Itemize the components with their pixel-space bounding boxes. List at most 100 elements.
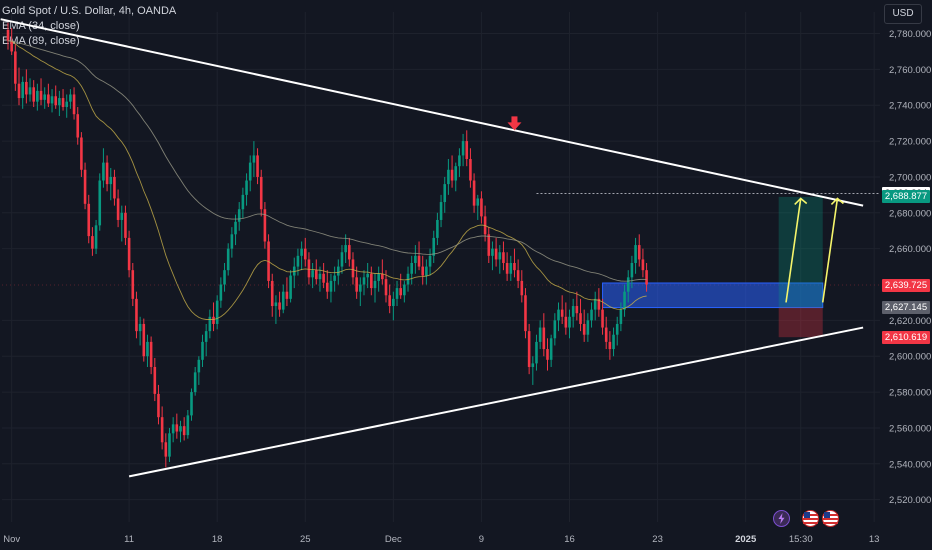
- us-flag-icon[interactable]: [802, 510, 819, 527]
- candle-body: [586, 320, 590, 335]
- candle-body: [314, 270, 318, 280]
- candle-body: [190, 392, 193, 416]
- candle-body: [263, 209, 267, 242]
- candle-body: [241, 194, 245, 210]
- y-tick-label: 2,760.000: [889, 65, 931, 76]
- candle-body: [14, 51, 17, 84]
- candle-body: [359, 284, 362, 292]
- candle-body: [146, 341, 149, 357]
- candle-body: [157, 393, 160, 418]
- candle-body: [179, 426, 182, 432]
- candle-body: [384, 279, 388, 296]
- candle-body: [498, 252, 502, 260]
- candle-body: [645, 270, 648, 285]
- candle-body: [120, 212, 124, 220]
- ema-34-line: [7, 40, 647, 321]
- y-tick-label: 2,540.000: [889, 459, 931, 470]
- x-tick-label: 2025: [735, 534, 757, 545]
- projection-arrow: [821, 198, 839, 303]
- candle-body: [142, 323, 146, 357]
- candle-body: [65, 101, 69, 108]
- candle-body: [32, 87, 35, 102]
- candle-body: [626, 277, 630, 292]
- candle-body: [201, 341, 204, 360]
- grid: [2, 12, 880, 522]
- x-tick-label: 15:30: [789, 534, 813, 545]
- candle-body: [524, 295, 527, 332]
- candle-body: [175, 424, 179, 432]
- long-stop-area: [778, 307, 823, 338]
- sell-arrow-icon: [507, 116, 522, 131]
- candle-body: [43, 94, 46, 100]
- candle-body: [47, 94, 50, 104]
- candle-body: [98, 180, 102, 226]
- candle-body: [568, 316, 571, 328]
- candle-body: [215, 300, 219, 324]
- candle-body: [193, 372, 197, 393]
- candle-body: [597, 298, 601, 310]
- us-flag-icon[interactable]: [822, 510, 839, 527]
- candle-body: [520, 280, 524, 296]
- candle-body: [476, 198, 480, 206]
- candle-body: [377, 273, 380, 281]
- candle-body: [590, 309, 593, 321]
- candle-body: [582, 323, 586, 335]
- candle-body: [289, 275, 292, 299]
- candle-body: [252, 155, 256, 163]
- candle-body: [604, 327, 608, 342]
- candle-body: [234, 221, 237, 235]
- candle-body: [425, 266, 428, 276]
- candle-body: [72, 94, 76, 115]
- candle-body: [329, 280, 333, 292]
- x-tick-label: 13: [869, 534, 880, 545]
- candle-body: [303, 248, 307, 260]
- candle-body: [417, 255, 421, 267]
- candle-body: [10, 40, 13, 52]
- y-tick-label: 2,680.000: [889, 208, 931, 219]
- candles: [6, 22, 648, 468]
- candle-body: [54, 96, 58, 106]
- lightning-icon[interactable]: [773, 510, 790, 527]
- candle-body: [516, 270, 520, 281]
- candle-body: [278, 302, 281, 310]
- candle-body: [270, 280, 274, 307]
- zones: [536, 192, 880, 338]
- x-tick-label: Nov: [3, 534, 20, 545]
- price-tag: 2,610.619: [882, 330, 930, 344]
- candle-body: [399, 288, 402, 296]
- price-tag: 2,627.145: [882, 301, 930, 315]
- ema-89-line: [7, 40, 647, 282]
- candle-body: [579, 313, 582, 324]
- candle-body: [487, 234, 491, 256]
- candle-body: [102, 162, 105, 181]
- candle-body: [307, 259, 311, 278]
- candle-body: [355, 277, 358, 292]
- y-tick-label: 2,620.000: [889, 316, 931, 327]
- currency-button[interactable]: USD: [884, 4, 922, 24]
- candle-body: [274, 302, 278, 307]
- candle-body: [116, 198, 120, 220]
- candle-body: [491, 248, 494, 256]
- candle-body: [465, 141, 469, 160]
- candle-body: [535, 341, 538, 364]
- candle-body: [549, 338, 553, 360]
- demand-zone: [602, 282, 824, 309]
- candle-body: [164, 442, 168, 457]
- candle-body: [494, 248, 498, 260]
- candle-body: [373, 280, 377, 289]
- candle-body: [39, 90, 43, 100]
- candle-body: [80, 137, 83, 170]
- candle-body: [325, 282, 329, 292]
- candle-body: [564, 316, 568, 328]
- x-tick-label: 23: [652, 534, 663, 545]
- candle-body: [381, 273, 384, 280]
- candle-body: [509, 263, 513, 274]
- candle-body: [322, 273, 325, 283]
- candle-body: [256, 155, 259, 177]
- y-tick-label: 2,520.000: [889, 495, 931, 506]
- candle-body: [109, 176, 113, 185]
- candle-body: [502, 252, 505, 263]
- price-tag: 2,639.725: [882, 278, 930, 292]
- x-tick-label: 9: [479, 534, 484, 545]
